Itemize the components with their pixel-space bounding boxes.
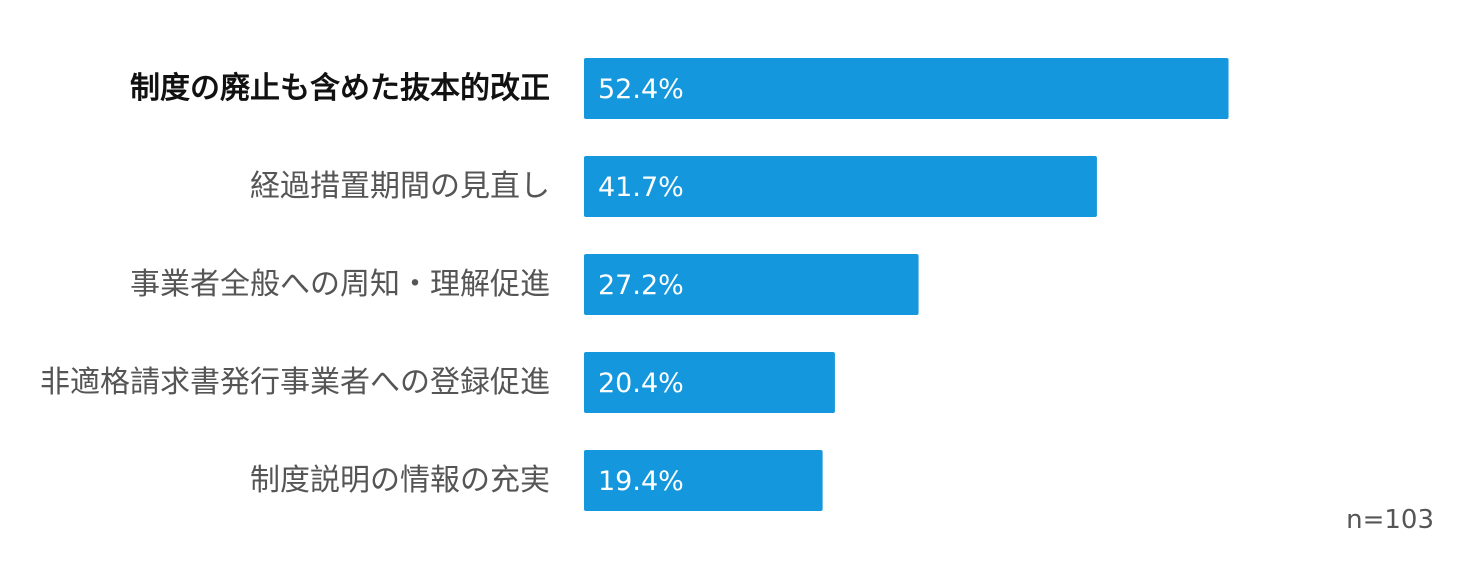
value-label-3: 27.2% [598,270,684,301]
bar-5 [584,450,823,511]
value-label-4: 20.4% [598,368,684,399]
category-label-2: 経過措置期間の見直し [250,169,550,204]
sample-size-note: n=103 [1346,505,1434,535]
category-labels-group: 制度の廃止も含めた抜本的改正経過措置期間の見直し事業者全般への周知・理解促進非適… [40,71,550,498]
bar-2 [584,156,1097,217]
value-label-1: 52.4% [598,74,684,105]
category-label-5: 制度説明の情報の充実 [250,463,550,498]
category-label-1: 制度の廃止も含めた抜本的改正 [130,71,550,106]
bar-4 [584,352,835,413]
value-labels-group: 52.4% 41.7% 27.2% 20.4% 19.4% [598,74,684,497]
value-label-5: 19.4% [598,466,684,497]
bars-group [584,58,1229,511]
category-label-4: 非適格請求書発行事業者への登録促進 [40,365,550,400]
category-label-3: 事業者全般への周知・理解促進 [130,267,550,302]
bar-3 [584,254,919,315]
bar-1 [584,58,1229,119]
value-label-2: 41.7% [598,172,684,203]
